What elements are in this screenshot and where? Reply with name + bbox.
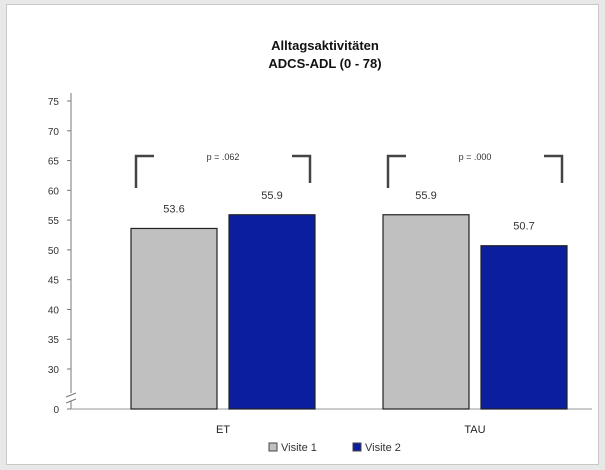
bar-tau-visite-2 [480, 245, 568, 410]
value-label: 53.6 [163, 203, 184, 215]
legend: Visite 1 Visite 2 [268, 442, 401, 454]
legend-swatch-2 [352, 442, 362, 452]
bar-tau-visite-1 [382, 214, 470, 410]
y-tick-label: 50 [48, 246, 60, 257]
bracket-left [386, 154, 406, 188]
p-value-label: p = .000 [459, 152, 492, 162]
value-label: 50.7 [513, 221, 534, 233]
y-tick-label: 75 [48, 97, 60, 108]
legend-swatch-1 [268, 442, 278, 452]
y-tick-label: 60 [48, 186, 60, 197]
chart-subtitle: ADCS-ADL (0 - 78) [268, 56, 381, 71]
category-labels: ET TAU [216, 424, 486, 436]
significance-brackets: p = .062 p = .000 [134, 152, 564, 188]
y-tick-label: 30 [48, 365, 60, 376]
y-tick-label: 65 [48, 157, 60, 168]
value-label: 55.9 [261, 190, 282, 202]
y-tick-label: 55 [48, 216, 60, 227]
y-tick-label: 45 [48, 276, 60, 287]
bracket-right [292, 154, 312, 183]
y-tick-label: 35 [48, 335, 60, 346]
chart-title: Alltagsaktivitäten [271, 38, 379, 53]
bracket-right [544, 154, 564, 183]
chart-frame: Alltagsaktivitäten ADCS-ADL (0 - 78) 0 30… [6, 4, 599, 465]
y-tick-label: 0 [53, 405, 59, 416]
bar-chart: Alltagsaktivitäten ADCS-ADL (0 - 78) 0 30… [48, 38, 592, 454]
legend-label-1: Visite 1 [281, 442, 317, 454]
bar-et-visite-2 [228, 214, 316, 410]
value-label: 55.9 [415, 190, 436, 202]
category-label-tau: TAU [464, 424, 485, 436]
p-value-label: p = .062 [207, 152, 240, 162]
bars [130, 214, 568, 410]
axis-break-mark [65, 392, 77, 404]
value-labels: 53.6 55.9 55.9 50.7 [163, 190, 534, 233]
y-tick-label: 70 [48, 127, 60, 138]
bar-et-visite-1 [130, 227, 218, 410]
category-label-et: ET [216, 424, 230, 436]
legend-label-2: Visite 2 [365, 442, 401, 454]
y-tick-label: 40 [48, 305, 60, 316]
bracket-left [134, 154, 154, 188]
